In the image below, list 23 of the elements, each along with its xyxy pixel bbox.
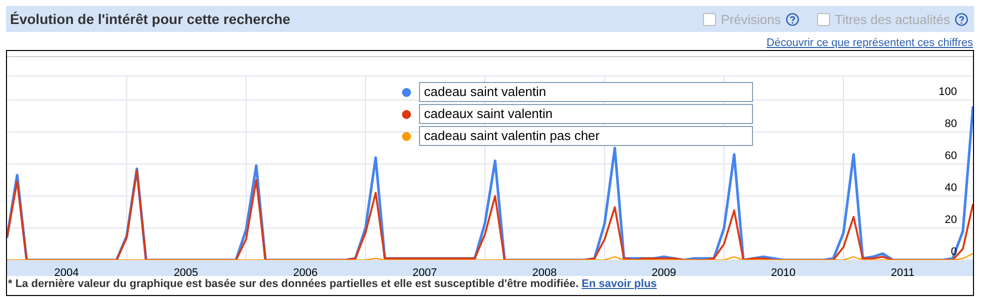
x-tick-label: 2009	[652, 266, 676, 279]
x-tick-label: 2011	[890, 266, 914, 279]
y-tick-label: 20	[944, 214, 957, 226]
x-tick-label: 2004	[54, 266, 79, 279]
x-tick-label: 2005	[174, 266, 198, 279]
y-tick-label: 40	[944, 182, 957, 194]
x-tick-label: 2008	[532, 266, 557, 279]
text: En savoir plus	[582, 278, 657, 290]
text: Découvrir ce que représentent ces chiffres	[766, 37, 973, 49]
y-tick-label: 0	[950, 246, 957, 258]
y-tick-label: 100	[938, 86, 957, 98]
text-field: cadeau saint valentin	[419, 82, 753, 102]
text: Prévisions	[720, 12, 781, 26]
text: Titres des actualités	[834, 12, 950, 26]
y-tick-label: 60	[944, 150, 957, 162]
x-tick-label: 2010	[771, 266, 796, 279]
text: * La dernière valeur du graphique est basée sur des données partielles et elle est susceptible d'être modifiée.	[8, 278, 579, 290]
x-tick-label: 2006	[293, 266, 318, 279]
text-field: cadeau saint valentin pas cher	[419, 126, 753, 146]
chart-title: Évolution de l'intérêt pour cette recherche	[10, 11, 290, 27]
x-tick-label: 2007	[412, 266, 437, 279]
text-field: cadeaux saint valentin	[419, 104, 753, 124]
y-tick-label: 80	[944, 118, 957, 130]
